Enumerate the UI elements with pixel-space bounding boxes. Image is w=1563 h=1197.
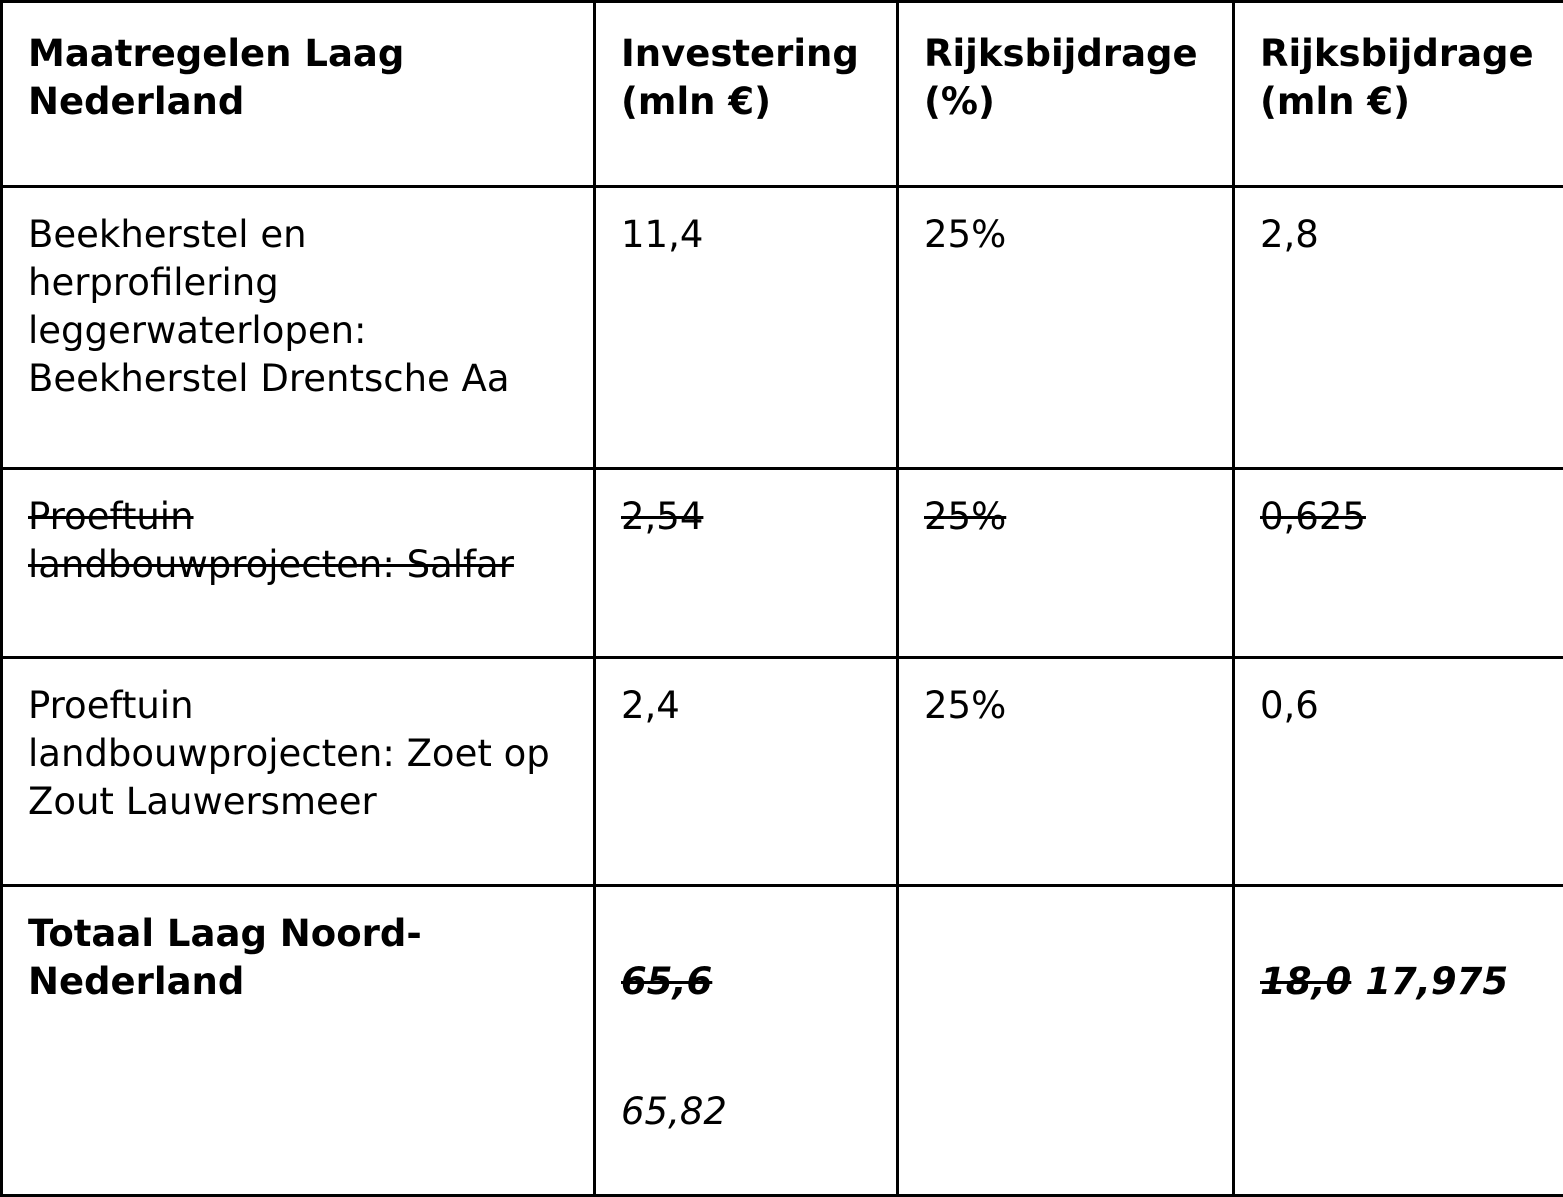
investering-cell: 2,54: [595, 469, 898, 658]
table-row-salfar-deleted: Proeftuin landbouwprojecten: Salfar 2,54…: [2, 469, 1563, 658]
total-row: Totaal Laag Noord- Nederland 65,6 65,82 …: [2, 886, 1563, 1196]
header-row: Maatregelen Laag Nederland Investering (…: [2, 2, 1563, 187]
total-rijksbijdrage-mln-cell: 18,0 17,975: [1234, 886, 1563, 1196]
table-row-zoet-op-zout: Proeftuin landbouwprojecten: Zoet op Zou…: [2, 658, 1563, 886]
rijksbijdrage-mln-cell: 2,8: [1234, 187, 1563, 469]
total-rijksbijdrage-old-value: 18,0: [1260, 960, 1351, 1003]
total-investering-new-value: 65,82: [621, 1088, 886, 1136]
rijksbijdrage-mln-cell: 0,6: [1234, 658, 1563, 886]
rijksbijdrage-pct-cell: 25%: [898, 187, 1234, 469]
col-header-rijksbijdrage-mln: Rijksbijdrage (mln €): [1234, 2, 1563, 187]
investering-cell: 2,4: [595, 658, 898, 886]
col-header-rijksbijdrage-pct: Rijksbijdrage (%): [898, 2, 1234, 187]
rijksbijdrage-mln-cell: 0,625: [1234, 469, 1563, 658]
total-rijksbijdrage-pct-cell: [898, 886, 1234, 1196]
total-rijksbijdrage-new-value: 17,975: [1365, 960, 1508, 1003]
col-header-maatregelen: Maatregelen Laag Nederland: [2, 2, 595, 187]
measure-name-cell: Proeftuin landbouwprojecten: Salfar: [2, 469, 595, 658]
measure-name-cell: Beekherstel en herprofilering leggerwate…: [2, 187, 595, 469]
investering-cell: 11,4: [595, 187, 898, 469]
rijksbijdrage-pct-cell: 25%: [898, 469, 1234, 658]
rijksbijdrage-pct-cell: 25%: [898, 658, 1234, 886]
table-row-beekherstel: Beekherstel en herprofilering leggerwate…: [2, 187, 1563, 469]
total-label-cell: Totaal Laag Noord- Nederland: [2, 886, 595, 1196]
col-header-investering: Investering (mln €): [595, 2, 898, 187]
total-investering-old-value: 65,6: [621, 958, 886, 1006]
measure-name-cell: Proeftuin landbouwprojecten: Zoet op Zou…: [2, 658, 595, 886]
total-investering-cell: 65,6 65,82: [595, 886, 898, 1196]
